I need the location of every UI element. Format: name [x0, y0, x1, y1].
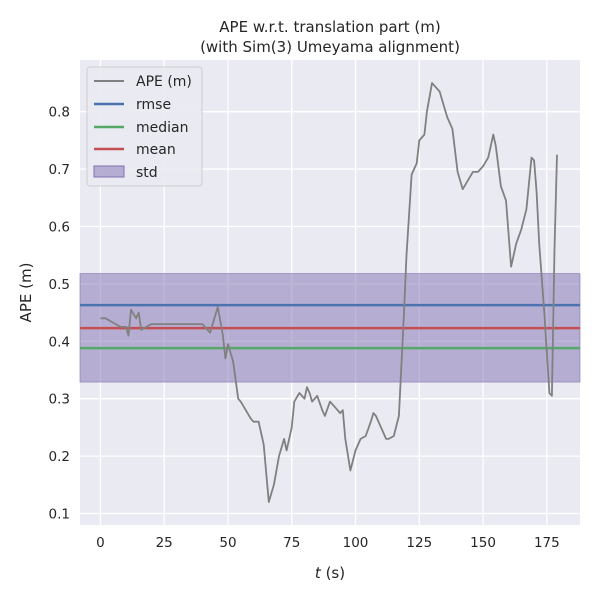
x-axis-variable: t: [315, 564, 322, 582]
legend-label-median: median: [136, 120, 188, 136]
legend-label-std: std: [136, 165, 158, 181]
chart-subtitle: (with Sim(3) Umeyama alignment): [200, 38, 460, 56]
legend-label-rmse: rmse: [136, 97, 171, 113]
legend: APE (m) rmse median mean std: [86, 66, 203, 187]
y-tick-label: 0.6: [49, 219, 70, 235]
chart-title: APE w.r.t. translation part (m): [219, 18, 440, 36]
x-tick-label: 0: [96, 535, 105, 551]
legend-label-ape: APE (m): [136, 74, 192, 90]
y-tick-label: 0.3: [49, 392, 70, 408]
grid: [80, 60, 580, 525]
legend-swatch-std: [93, 165, 125, 178]
legend-box: [86, 66, 203, 187]
x-tick-label: 175: [534, 535, 560, 551]
x-tick-label: 50: [219, 535, 236, 551]
y-tick-label: 0.8: [49, 105, 70, 121]
x-tick-label: 125: [406, 535, 432, 551]
x-tick-label: 25: [156, 535, 173, 551]
y-axis-label: APE (m): [17, 263, 35, 323]
x-tick-label: 75: [283, 535, 300, 551]
x-tick-label: 150: [470, 535, 496, 551]
ape-series-line: [100, 82, 558, 503]
legend-label-mean: mean: [136, 142, 176, 158]
y-tick-label: 0.5: [49, 277, 70, 293]
stat-lines: [80, 303, 580, 350]
y-tick-label: 0.2: [49, 449, 70, 465]
x-axis-label: t (s): [315, 564, 345, 582]
x-tick-label: 100: [343, 535, 369, 551]
series-layer: [100, 82, 558, 503]
y-tick-label: 0.4: [49, 334, 70, 350]
x-axis-unit: (s): [321, 564, 345, 582]
tick-labels: 0 25 50 75 100 125 150 175 0.1 0.2 0.3 0.4 0.5 0.6 0.7…: [49, 105, 560, 551]
y-tick-label: 0.7: [49, 162, 70, 178]
y-tick-label: 0.1: [49, 507, 70, 523]
